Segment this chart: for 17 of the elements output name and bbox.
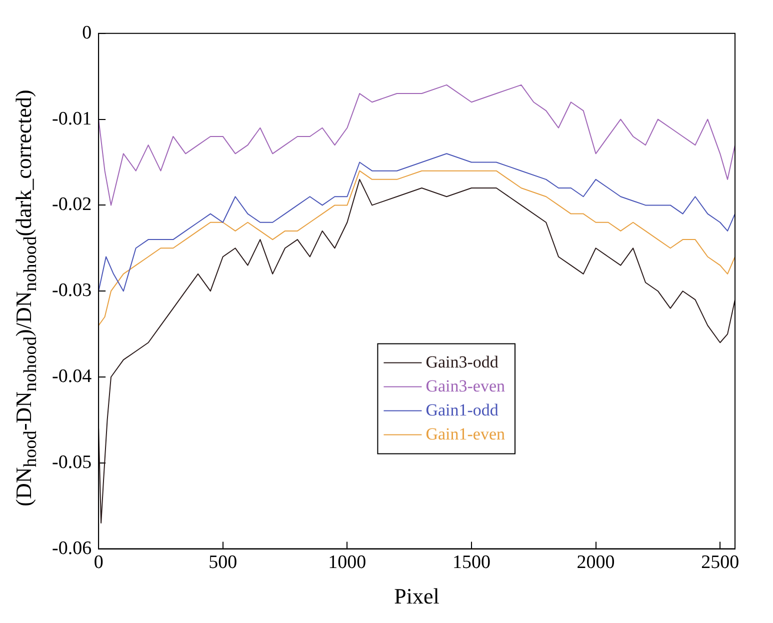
y-tick-label: -0.04 [52, 366, 92, 387]
legend-label: Gain1-even [426, 424, 506, 444]
y-tick-label: 0 [82, 22, 92, 44]
x-axis-title: Pixel [394, 584, 440, 609]
y-tick-label: -0.01 [52, 108, 92, 130]
y-tick-label: -0.03 [52, 280, 92, 302]
legend-label: Gain3-even [426, 376, 506, 396]
y-tick-label: -0.02 [52, 194, 92, 216]
x-tick-label: 1000 [328, 552, 366, 574]
x-tick-label: 2000 [576, 552, 615, 574]
x-tick-label: 500 [208, 552, 238, 574]
x-tick-label: 1500 [452, 552, 490, 574]
y-tick-label: -0.06 [52, 538, 92, 559]
legend-label: Gain1-odd [426, 400, 499, 420]
legend-label: Gain3-odd [426, 352, 499, 372]
y-tick-label: -0.05 [52, 452, 92, 473]
x-tick-label: 2500 [701, 552, 740, 574]
